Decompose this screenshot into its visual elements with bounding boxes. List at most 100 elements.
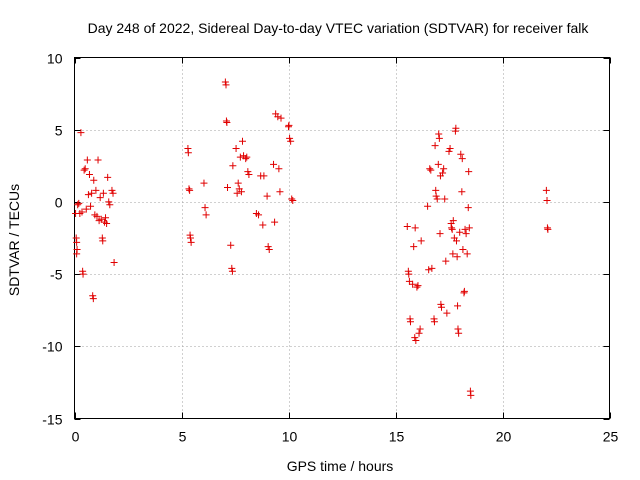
data-point: [75, 199, 83, 207]
data-point: [454, 325, 462, 333]
data-point: [427, 166, 435, 174]
data-point: [463, 250, 471, 258]
data-point: [74, 201, 82, 209]
data-point: [410, 243, 418, 251]
data-point: [446, 144, 454, 152]
y-tick-label: -15: [42, 412, 62, 428]
data-point: [465, 168, 473, 176]
data-point: [439, 169, 447, 177]
data-point: [288, 195, 296, 203]
data-point: [104, 173, 112, 181]
data-point: [432, 192, 440, 200]
data-point: [543, 196, 551, 204]
data-point: [245, 170, 253, 178]
data-point: [238, 137, 246, 145]
data-point: [442, 257, 450, 265]
data-point: [403, 222, 411, 230]
data-point: [409, 280, 417, 288]
data-point: [452, 124, 460, 132]
data-point: [411, 334, 419, 342]
data-point: [271, 218, 279, 226]
data-point: [430, 318, 438, 326]
data-point: [233, 189, 241, 197]
y-tick-label: 0: [55, 195, 63, 211]
data-point: [97, 215, 105, 223]
data-point: [452, 237, 460, 245]
data-point: [228, 264, 236, 272]
y-tick-label: 5: [55, 123, 63, 139]
data-point: [96, 194, 104, 202]
data-point: [78, 208, 86, 216]
data-point: [244, 168, 252, 176]
plot-frame: [74, 57, 610, 419]
chart-title: Day 248 of 2022, Sidereal Day-to-day VTE…: [88, 20, 590, 36]
data-point: [405, 277, 413, 285]
data-point: [242, 155, 250, 163]
data-point: [412, 337, 420, 345]
data-point: [435, 130, 443, 138]
y-tick-label: -10: [42, 339, 62, 355]
data-point: [461, 225, 469, 233]
data-point: [222, 81, 230, 89]
data-point: [82, 205, 90, 213]
data-point: [544, 225, 552, 233]
data-point: [441, 195, 449, 203]
x-tick-label: 10: [282, 429, 298, 445]
data-point: [109, 189, 117, 197]
data-point: [411, 224, 419, 232]
data-point: [228, 267, 236, 275]
data-point: [89, 295, 97, 303]
data-point: [435, 134, 443, 142]
data-point: [93, 212, 101, 220]
data-points: [72, 78, 552, 399]
data-point: [287, 137, 295, 145]
data-point: [457, 150, 465, 158]
data-point: [227, 241, 235, 249]
data-point: [448, 225, 456, 233]
data-point: [417, 237, 425, 245]
data-point: [102, 214, 110, 222]
data-point: [259, 221, 267, 229]
data-point: [276, 188, 284, 196]
data-point: [81, 165, 89, 173]
data-point: [79, 267, 87, 275]
data-point: [106, 201, 114, 209]
data-point: [428, 264, 436, 272]
data-point: [94, 156, 102, 164]
data-point: [426, 165, 434, 173]
data-point: [542, 186, 550, 194]
data-point: [425, 266, 433, 274]
data-point: [264, 243, 272, 251]
data-point: [405, 270, 413, 278]
data-point: [448, 224, 456, 232]
data-point: [234, 179, 242, 187]
data-point: [201, 204, 209, 212]
data-point: [89, 292, 97, 300]
data-point: [462, 230, 470, 238]
data-point: [255, 211, 263, 219]
data-point: [460, 287, 468, 295]
data-point: [236, 153, 244, 161]
data-point: [424, 202, 432, 210]
data-point: [202, 211, 210, 219]
data-point: [431, 142, 439, 150]
data-point: [73, 238, 81, 246]
data-point: [274, 113, 282, 121]
data-point: [265, 246, 273, 254]
data-point: [456, 228, 464, 236]
data-point: [270, 160, 278, 168]
data-point: [108, 186, 116, 194]
data-point: [445, 147, 453, 155]
data-point: [243, 153, 251, 161]
data-point: [85, 170, 93, 178]
data-point: [232, 144, 240, 152]
data-point: [90, 176, 98, 184]
data-point: [77, 129, 85, 137]
data-point: [406, 318, 414, 326]
data-point: [73, 250, 81, 258]
data-point: [467, 391, 475, 399]
data-point: [289, 196, 297, 204]
data-point: [465, 224, 473, 232]
data-point: [88, 189, 96, 197]
x-tick-label: 15: [389, 429, 405, 445]
